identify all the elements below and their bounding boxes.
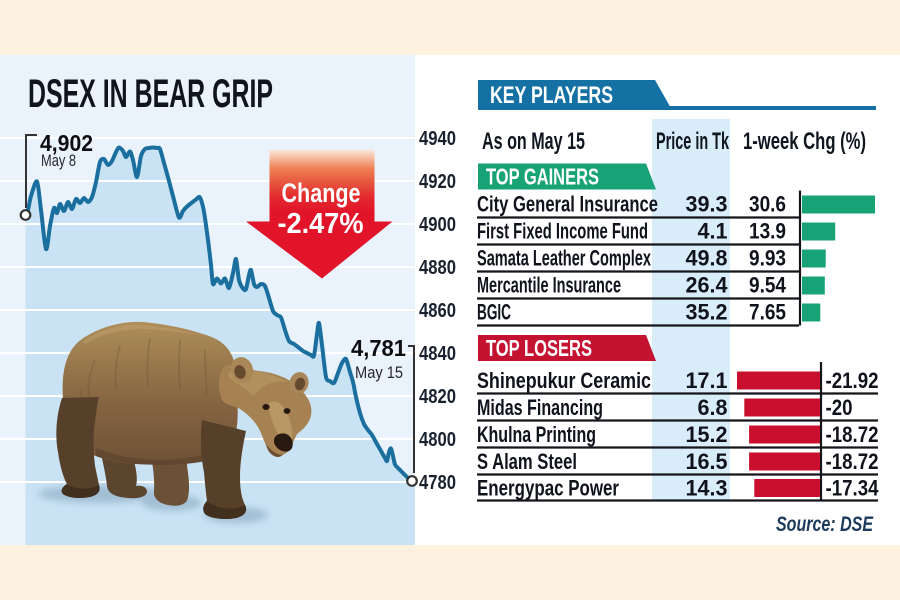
svg-text:4,902: 4,902 <box>40 130 93 156</box>
svg-text:As on May 15: As on May 15 <box>482 128 585 155</box>
svg-text:-18.72: -18.72 <box>826 449 879 474</box>
svg-text:City General Insurance: City General Insurance <box>477 192 658 217</box>
svg-text:TOP LOSERS: TOP LOSERS <box>486 335 592 361</box>
svg-text:6.8: 6.8 <box>698 395 728 420</box>
svg-text:-21.92: -21.92 <box>826 368 879 393</box>
svg-text:TOP GAINERS: TOP GAINERS <box>486 164 599 190</box>
svg-text:-20: -20 <box>826 395 853 420</box>
svg-text:13.9: 13.9 <box>749 219 786 244</box>
svg-text:9.93: 9.93 <box>749 246 786 271</box>
svg-text:4840: 4840 <box>419 343 456 365</box>
svg-text:4900: 4900 <box>419 214 456 236</box>
svg-text:4,781: 4,781 <box>351 335 406 361</box>
svg-text:S Alam Steel: S Alam Steel <box>477 449 577 474</box>
svg-text:4780: 4780 <box>419 472 456 494</box>
svg-text:Source: DSE: Source: DSE <box>776 513 874 536</box>
svg-text:Mercantile Insurance: Mercantile Insurance <box>477 273 621 298</box>
svg-text:15.2: 15.2 <box>686 422 728 447</box>
svg-text:Midas Financing: Midas Financing <box>477 395 603 420</box>
svg-text:-17.34: -17.34 <box>826 476 880 501</box>
svg-text:4920: 4920 <box>419 171 456 193</box>
svg-text:Samata Leather Complex: Samata Leather Complex <box>477 246 652 271</box>
svg-text:16.5: 16.5 <box>686 449 728 474</box>
svg-text:4800: 4800 <box>419 429 456 451</box>
svg-text:35.2: 35.2 <box>686 300 728 325</box>
svg-text:4.1: 4.1 <box>698 219 728 244</box>
svg-text:26.4: 26.4 <box>686 273 729 298</box>
svg-text:4860: 4860 <box>419 300 456 322</box>
svg-text:7.65: 7.65 <box>749 300 786 325</box>
svg-text:DSEX IN BEAR GRIP: DSEX IN BEAR GRIP <box>28 72 273 116</box>
svg-text:Change: Change <box>282 178 361 208</box>
svg-text:4820: 4820 <box>419 386 456 408</box>
svg-text:30.6: 30.6 <box>749 192 786 217</box>
svg-text:1-week Chg (%): 1-week Chg (%) <box>743 128 866 155</box>
svg-text:First Fixed Income Fund: First Fixed Income Fund <box>477 219 648 244</box>
svg-text:9.54: 9.54 <box>749 273 787 298</box>
svg-text:BGIC: BGIC <box>477 300 511 325</box>
svg-text:Price in Tk: Price in Tk <box>656 128 729 155</box>
svg-text:4880: 4880 <box>419 257 456 279</box>
svg-text:Khulna Printing: Khulna Printing <box>477 422 596 447</box>
svg-text:-2.47%: -2.47% <box>278 208 364 240</box>
svg-text:Energypac Power: Energypac Power <box>477 476 619 501</box>
svg-text:14.3: 14.3 <box>686 476 728 501</box>
svg-text:49.8: 49.8 <box>686 246 728 271</box>
svg-text:4940: 4940 <box>419 128 456 150</box>
svg-text:17.1: 17.1 <box>686 368 728 393</box>
svg-text:39.3: 39.3 <box>686 192 728 217</box>
svg-text:-18.72: -18.72 <box>826 422 879 447</box>
svg-text:May 8: May 8 <box>41 151 76 170</box>
svg-text:May 15: May 15 <box>355 363 403 382</box>
svg-text:Shinepukur Ceramic: Shinepukur Ceramic <box>477 368 651 393</box>
svg-text:KEY PLAYERS: KEY PLAYERS <box>490 82 613 109</box>
